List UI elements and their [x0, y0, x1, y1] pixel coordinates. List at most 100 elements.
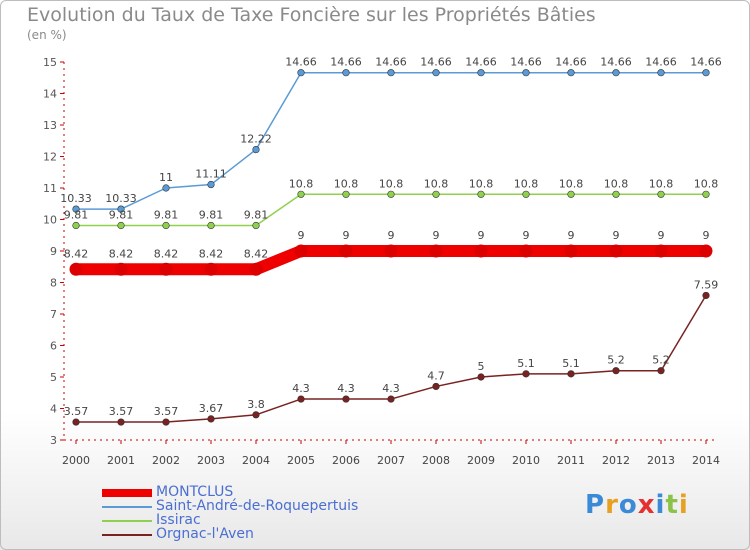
x-tick-label: 2013 [647, 454, 675, 467]
data-point [432, 190, 440, 198]
data-label: 5.1 [517, 357, 535, 370]
data-point [699, 244, 713, 258]
data-point [657, 190, 665, 198]
data-label: 4.3 [292, 382, 310, 395]
series-points [69, 69, 713, 426]
y-tick-label: 13 [43, 119, 57, 132]
line-chart: 3 4 5 6 7 8 9 10 11 12 13 14 15 2000 2001 2002 2003 2004 2… [43, 56, 722, 467]
y-tick-label: 6 [50, 340, 57, 353]
data-label: 9 [658, 229, 665, 242]
data-point [384, 244, 398, 258]
data-point [387, 395, 395, 403]
data-label: 14.66 [375, 56, 407, 69]
data-point [432, 382, 440, 391]
data-label: 10.8 [289, 177, 314, 190]
data-point [702, 190, 710, 198]
data-point [477, 373, 485, 381]
data-point [564, 244, 578, 258]
data-label: 4.3 [382, 382, 400, 395]
data-label: 10.8 [379, 177, 404, 190]
data-label: 14.66 [645, 56, 677, 69]
y-tick-label: 15 [43, 56, 57, 69]
data-point [72, 205, 80, 213]
data-label: 14.66 [465, 56, 497, 69]
data-label: 14.66 [420, 56, 452, 69]
x-tick-label: 2011 [557, 454, 585, 467]
data-point [522, 190, 530, 198]
data-label: 4.7 [427, 369, 445, 382]
legend-swatch [102, 506, 152, 508]
y-tick-label: 11 [43, 182, 57, 195]
logo-letter: t [665, 490, 679, 520]
data-label: 9.81 [64, 208, 89, 221]
data-point [609, 244, 623, 258]
data-label: 14.66 [330, 56, 362, 69]
y-tick-label: 14 [43, 88, 57, 101]
data-label: 9 [478, 229, 485, 242]
data-label: 3.8 [247, 398, 265, 411]
y-tick-label: 12 [43, 151, 57, 164]
data-point [432, 69, 440, 77]
legend-label: Issirac [156, 512, 201, 528]
data-label: 3.67 [199, 402, 224, 415]
data-point [342, 190, 350, 198]
data-point [567, 190, 575, 198]
data-point [429, 244, 443, 258]
data-point [477, 190, 485, 198]
data-label: 4.3 [337, 382, 355, 395]
data-label: 9 [298, 229, 305, 242]
data-point [612, 190, 620, 198]
legend-label: MONTCLUS [156, 484, 234, 500]
data-label: 3.57 [154, 405, 179, 418]
data-label: 10.8 [514, 177, 539, 190]
y-tick-label: 7 [50, 308, 57, 321]
data-point [117, 418, 125, 426]
data-label: 12.22 [240, 133, 272, 146]
data-label: 10.8 [469, 177, 494, 190]
y-tick-label: 10 [43, 214, 57, 227]
data-point [522, 370, 530, 378]
data-label: 9 [388, 229, 395, 242]
data-label: 3.57 [109, 405, 134, 418]
logo-letter: i [655, 490, 666, 520]
data-label: 8.42 [199, 247, 224, 260]
data-point [72, 221, 80, 230]
data-label: 11.11 [195, 168, 227, 181]
data-label: 14.66 [510, 56, 542, 69]
y-tick-label: 9 [50, 245, 57, 258]
data-point [252, 221, 260, 230]
data-label: 10.8 [604, 177, 629, 190]
data-label: 9 [568, 229, 575, 242]
data-label: 10.33 [60, 192, 92, 205]
x-tick-label: 2009 [467, 454, 495, 467]
x-tick-label: 2006 [332, 454, 360, 467]
data-point [519, 244, 533, 258]
logo-letter: r [605, 490, 619, 520]
unit-label: (en %) [27, 28, 67, 42]
data-label: 14.66 [600, 56, 632, 69]
data-point [162, 221, 170, 230]
data-point [69, 262, 83, 276]
data-point [387, 190, 395, 198]
data-label: 8.42 [154, 247, 179, 260]
data-label: 9.81 [109, 208, 134, 221]
x-tick-label: 2001 [107, 454, 135, 467]
data-point [297, 69, 305, 77]
data-label: 5.2 [607, 354, 625, 367]
data-point [297, 395, 305, 403]
x-tick-label: 2012 [602, 454, 630, 467]
data-label: 8.42 [64, 247, 89, 260]
data-label: 9 [613, 229, 620, 242]
data-label: 9.81 [154, 208, 179, 221]
logo-letter: i [678, 490, 689, 520]
logo-letter: x [637, 490, 656, 520]
data-label: 7.59 [694, 278, 719, 291]
x-tick-label: 2004 [242, 454, 270, 467]
y-tick-label: 3 [50, 434, 57, 447]
data-point [387, 69, 395, 77]
data-label: 10.8 [424, 177, 449, 190]
legend-swatch [102, 534, 152, 536]
data-label: 5.1 [562, 357, 580, 370]
data-point [297, 190, 305, 198]
y-tick-label: 5 [50, 371, 57, 384]
